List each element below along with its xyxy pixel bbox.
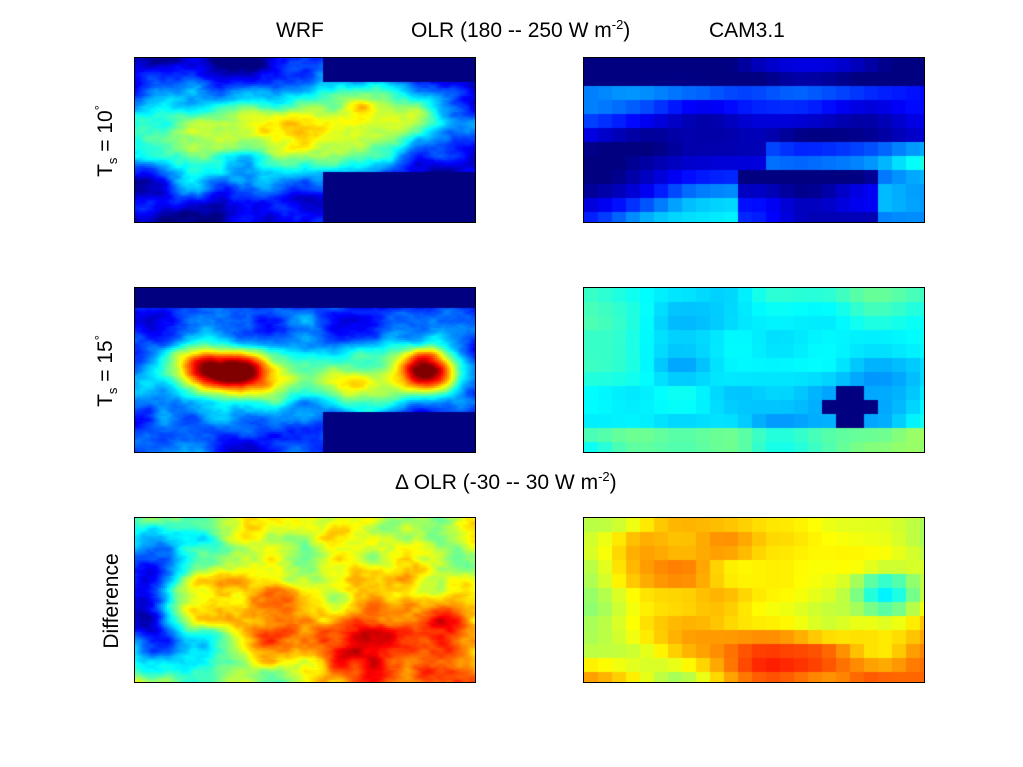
column-title-cam: CAM3.1 xyxy=(709,19,785,42)
heatmap-wrf-ts10 xyxy=(134,57,476,223)
heatmap-canvas xyxy=(135,518,475,682)
heatmap-canvas xyxy=(584,58,924,222)
heatmap-cam-ts10 xyxy=(583,57,925,223)
row-label-ts15: Ts = 15° xyxy=(92,335,121,407)
heatmap-cam-difference xyxy=(583,517,925,683)
heatmap-canvas xyxy=(135,288,475,452)
heatmap-canvas xyxy=(584,288,924,452)
row-label-difference: Difference xyxy=(100,553,123,649)
heatmap-cam-ts15 xyxy=(583,287,925,453)
heatmap-canvas xyxy=(584,518,924,682)
heatmap-canvas xyxy=(135,58,475,222)
olr-range-title: OLR (180 -- 250 W m-2) xyxy=(411,17,631,42)
heatmap-wrf-difference xyxy=(134,517,476,683)
delta-olr-range-title: Δ OLR (-30 -- 30 W m-2) xyxy=(395,469,617,494)
row-label-ts10: Ts = 10° xyxy=(92,105,121,177)
heatmap-wrf-ts15 xyxy=(134,287,476,453)
column-title-wrf: WRF xyxy=(276,19,324,42)
